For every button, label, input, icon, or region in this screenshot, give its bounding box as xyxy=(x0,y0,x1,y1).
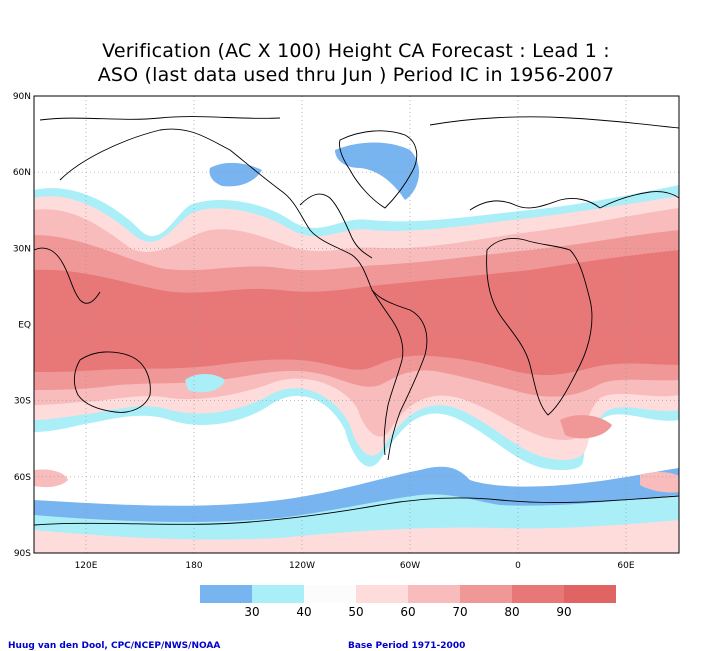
color-legend xyxy=(200,585,616,603)
coastlines xyxy=(34,116,679,526)
longitude-labels: 120E 180 120W 60W 0 60E xyxy=(75,561,635,571)
legend-level-label: 60 xyxy=(400,605,416,619)
latitude-labels: 90N 60N 30N EQ 30S 60S 90S xyxy=(13,92,31,559)
skill-field xyxy=(34,96,679,553)
legend-swatch xyxy=(564,585,616,603)
band-red xyxy=(34,250,679,376)
longitude-label: 0 xyxy=(515,561,521,571)
legend-level-label: 30 xyxy=(244,605,260,619)
latitude-label: 90S xyxy=(14,549,31,559)
sh-patch-indian xyxy=(560,415,612,439)
latitude-label: 60S xyxy=(14,473,31,483)
legend-level-label: 80 xyxy=(504,605,520,619)
longitude-label: 180 xyxy=(185,561,202,571)
legend-swatch xyxy=(408,585,460,603)
latitude-label: EQ xyxy=(18,321,31,331)
legend-swatch xyxy=(304,585,356,603)
longitude-label: 60E xyxy=(617,561,634,571)
legend-swatch xyxy=(512,585,564,603)
credit-text: Huug van den Dool, CPC/NCEP/NWS/NOAA xyxy=(8,641,221,651)
longitude-label: 60W xyxy=(400,561,420,571)
legend-swatch xyxy=(200,585,252,603)
nh-patch-atlantic xyxy=(335,142,420,200)
longitude-label: 120W xyxy=(289,561,315,571)
latitude-label: 30S xyxy=(14,397,31,407)
legend-level-label: 50 xyxy=(348,605,364,619)
sh-patch-west xyxy=(34,469,68,488)
longitude-label: 120E xyxy=(75,561,98,571)
legend-level-label: 90 xyxy=(556,605,572,619)
legend-swatch xyxy=(252,585,304,603)
sh-patch-east xyxy=(640,472,679,493)
chart-title-line-2: ASO (last data used thru Jun ) Period IC… xyxy=(97,64,615,86)
map-gridlines xyxy=(34,96,679,553)
legend-swatch xyxy=(460,585,512,603)
legend-level-label: 40 xyxy=(296,605,312,619)
chart-title-line-1: Verification (AC X 100) Height CA Foreca… xyxy=(102,40,610,62)
map-frame xyxy=(33,95,680,554)
legend-swatch xyxy=(356,585,408,603)
latitude-label: 60N xyxy=(13,168,31,178)
sh-patch-ring xyxy=(185,374,225,393)
base-period-text: Base Period 1971-2000 xyxy=(348,641,466,651)
latitude-label: 30N xyxy=(13,244,31,254)
latitude-label: 90N xyxy=(13,92,31,102)
nh-patch-pacific xyxy=(209,162,262,187)
legend-level-label: 70 xyxy=(452,605,468,619)
